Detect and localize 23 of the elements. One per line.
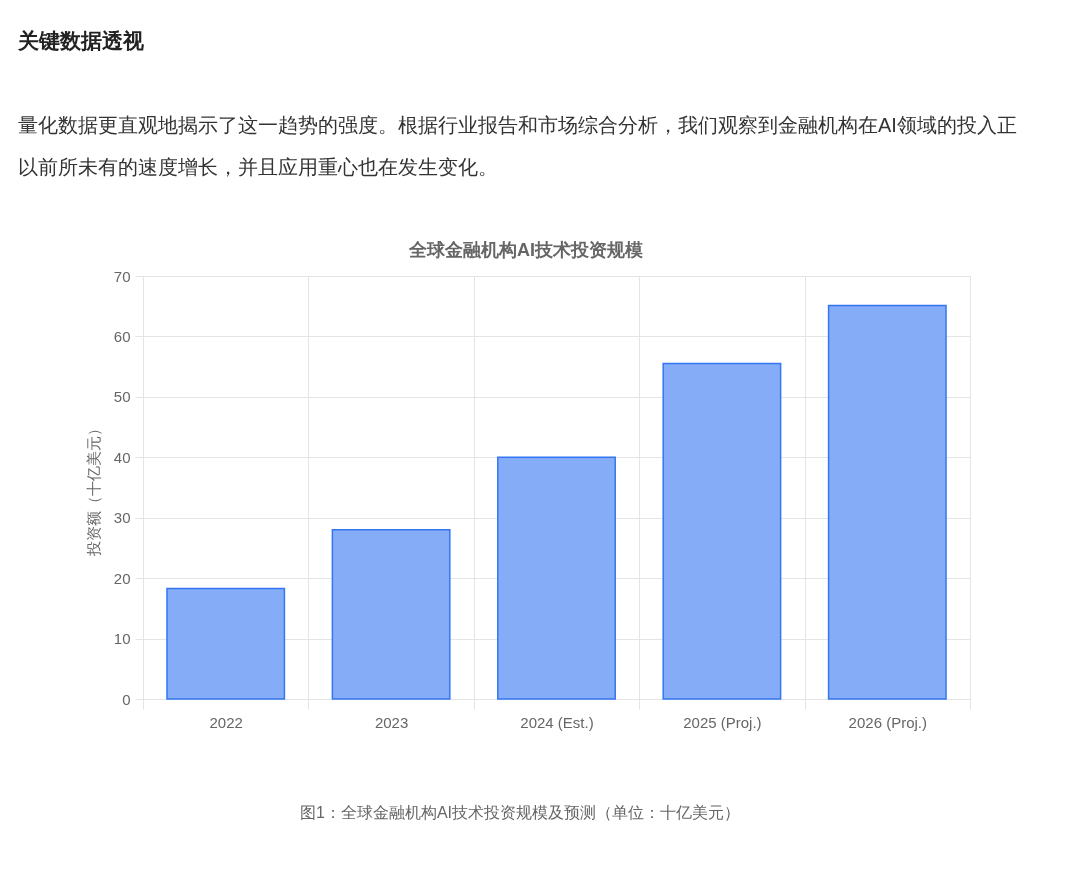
y-tick-label: 50: [113, 388, 131, 406]
x-tick-label: 2024 (Est.): [520, 713, 594, 731]
y-tick-label: 70: [113, 267, 131, 285]
y-axis-title: 投资额（十亿美元）: [84, 420, 102, 557]
bar: [166, 587, 286, 700]
y-tick-label: 10: [113, 630, 131, 648]
y-tick-label: 0: [122, 690, 131, 708]
x-tick-label: 2025 (Proj.): [683, 713, 762, 731]
x-tick-label: 2022: [209, 713, 243, 731]
x-tick-label: 2023: [374, 713, 409, 731]
bar: [331, 529, 451, 700]
y-tick-label: 20: [113, 569, 131, 587]
y-tick-label: 30: [113, 509, 131, 527]
chart-title: 全球金融机构AI技术投资规模: [408, 240, 643, 260]
text: 量化数据更直观地揭示了这一趋势的强度。根据行业报告和市场综合分析，我们观察到金融机构在AI领域的投入正以前所未有的速度增长，并且应用重心也在发生变化。: [18, 114, 1017, 178]
caption: 图1：全球金融机构AI技术投资规模及预测（单位：十亿美元）: [299, 804, 741, 821]
text: 关键数据透视: [17, 29, 144, 52]
y-tick-label: 40: [113, 448, 131, 466]
bar: [662, 362, 782, 700]
y-tick-label: 60: [113, 327, 131, 345]
bar: [497, 456, 616, 700]
bar: [827, 304, 947, 700]
x-tick-label: 2026 (Proj.): [848, 713, 927, 731]
